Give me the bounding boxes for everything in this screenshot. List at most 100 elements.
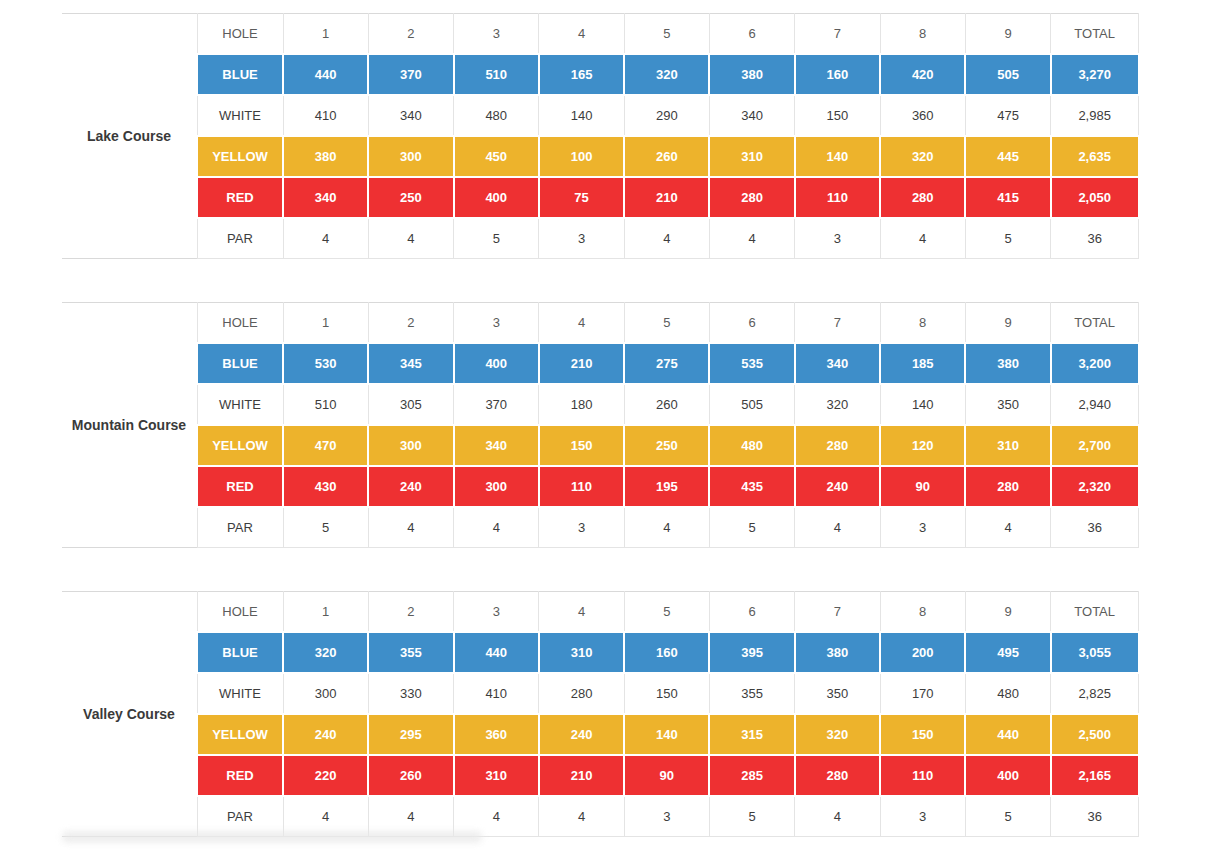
- distance-cell: 320: [624, 54, 709, 95]
- distance-cell: 3: [539, 507, 624, 548]
- distance-cell: 90: [624, 755, 709, 796]
- hole-number-cell: 9: [965, 303, 1050, 344]
- distance-cell: 4: [539, 796, 624, 837]
- distance-cell: 180: [539, 384, 624, 425]
- distance-cell: 470: [283, 425, 368, 466]
- distance-cell: 315: [709, 714, 794, 755]
- distance-cell: 4: [368, 507, 453, 548]
- distance-cell: 435: [709, 466, 794, 507]
- row-label-cell: YELLOW: [197, 714, 283, 755]
- distance-cell: 260: [368, 755, 453, 796]
- distance-cell: 280: [709, 177, 794, 218]
- hole-number-cell: 2: [368, 592, 453, 633]
- row-label-cell: WHITE: [197, 384, 283, 425]
- distance-cell: 165: [539, 54, 624, 95]
- distance-cell: 240: [539, 714, 624, 755]
- distance-cell: 110: [795, 177, 880, 218]
- distance-cell: 340: [795, 343, 880, 384]
- distance-cell: 160: [624, 632, 709, 673]
- distance-cell: 4: [454, 507, 539, 548]
- distance-cell: 90: [880, 466, 965, 507]
- distance-cell: 140: [880, 384, 965, 425]
- distance-cell: 340: [454, 425, 539, 466]
- tee-row-par: PAR44443543536: [62, 796, 1139, 837]
- distance-cell: 440: [454, 632, 539, 673]
- distance-cell: 310: [709, 136, 794, 177]
- total-cell: 3,055: [1051, 632, 1139, 673]
- distance-cell: 440: [965, 714, 1050, 755]
- distance-cell: 505: [709, 384, 794, 425]
- distance-cell: 4: [795, 796, 880, 837]
- distance-cell: 120: [880, 425, 965, 466]
- hole-number-cell: 4: [539, 14, 624, 55]
- tee-row-red: RED220260310210902852801104002,165: [62, 755, 1139, 796]
- distance-cell: 210: [539, 343, 624, 384]
- total-cell: 36: [1051, 218, 1139, 259]
- distance-cell: 275: [624, 343, 709, 384]
- hole-number-cell: 6: [709, 303, 794, 344]
- hole-number-cell: 5: [624, 592, 709, 633]
- distance-cell: 410: [283, 95, 368, 136]
- distance-cell: 185: [880, 343, 965, 384]
- distance-cell: 300: [368, 425, 453, 466]
- distance-cell: 3: [880, 507, 965, 548]
- distance-cell: 505: [965, 54, 1050, 95]
- distance-cell: 140: [624, 714, 709, 755]
- row-label-cell: WHITE: [197, 95, 283, 136]
- distance-cell: 5: [965, 796, 1050, 837]
- hole-number-cell: 7: [795, 592, 880, 633]
- distance-cell: 445: [965, 136, 1050, 177]
- row-label-cell: BLUE: [197, 343, 283, 384]
- distance-cell: 305: [368, 384, 453, 425]
- distance-cell: 350: [965, 384, 1050, 425]
- hole-number-cell: 5: [624, 303, 709, 344]
- distance-cell: 450: [454, 136, 539, 177]
- distance-cell: 280: [880, 177, 965, 218]
- hole-number-cell: 4: [539, 303, 624, 344]
- distance-cell: 475: [965, 95, 1050, 136]
- distance-cell: 415: [965, 177, 1050, 218]
- distance-cell: 4: [624, 218, 709, 259]
- hole-number-cell: 7: [795, 14, 880, 55]
- distance-cell: 4: [454, 796, 539, 837]
- distance-cell: 320: [795, 384, 880, 425]
- hole-number-cell: 2: [368, 14, 453, 55]
- total-cell: 3,270: [1051, 54, 1139, 95]
- header-row: Mountain CourseHOLE123456789TOTAL: [62, 303, 1139, 344]
- distance-cell: 220: [283, 755, 368, 796]
- hole-header-cell: HOLE: [197, 303, 283, 344]
- distance-cell: 150: [880, 714, 965, 755]
- distance-cell: 340: [283, 177, 368, 218]
- distance-cell: 360: [454, 714, 539, 755]
- distance-cell: 400: [454, 343, 539, 384]
- distance-cell: 110: [539, 466, 624, 507]
- distance-cell: 250: [624, 425, 709, 466]
- distance-cell: 300: [454, 466, 539, 507]
- row-label-cell: RED: [197, 466, 283, 507]
- total-cell: 2,940: [1051, 384, 1139, 425]
- distance-cell: 100: [539, 136, 624, 177]
- tee-row-blue: BLUE5303454002102755353401853803,200: [62, 343, 1139, 384]
- hole-number-cell: 4: [539, 592, 624, 633]
- distance-cell: 4: [368, 796, 453, 837]
- distance-cell: 300: [368, 136, 453, 177]
- tee-row-blue: BLUE3203554403101603953802004953,055: [62, 632, 1139, 673]
- distance-cell: 240: [368, 466, 453, 507]
- total-cell: 2,165: [1051, 755, 1139, 796]
- distance-cell: 3: [880, 796, 965, 837]
- distance-cell: 170: [880, 673, 965, 714]
- distance-cell: 355: [709, 673, 794, 714]
- distance-cell: 495: [965, 632, 1050, 673]
- hole-number-cell: 8: [880, 14, 965, 55]
- distance-cell: 345: [368, 343, 453, 384]
- distance-cell: 400: [965, 755, 1050, 796]
- distance-cell: 320: [880, 136, 965, 177]
- distance-cell: 3: [539, 218, 624, 259]
- distance-cell: 260: [624, 136, 709, 177]
- tee-row-yellow: YELLOW4703003401502504802801203102,700: [62, 425, 1139, 466]
- hole-number-cell: 3: [454, 14, 539, 55]
- distance-cell: 440: [283, 54, 368, 95]
- tee-row-yellow: YELLOW3803004501002603101403204452,635: [62, 136, 1139, 177]
- total-header-cell: TOTAL: [1051, 592, 1139, 633]
- distance-cell: 380: [709, 54, 794, 95]
